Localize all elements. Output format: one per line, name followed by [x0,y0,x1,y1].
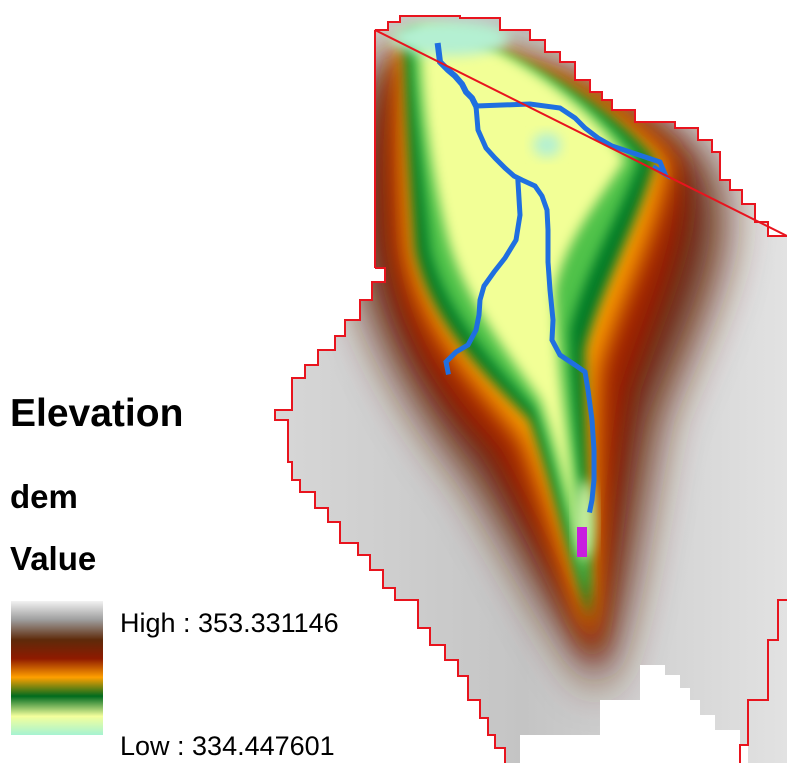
stream-network [434,42,671,513]
stream-central-branch [473,103,597,513]
legend-field-name: Value [10,540,97,577]
legend-high-label: High : 353.331146 [120,608,339,638]
legend-low-label: Low : 334.447601 [120,731,335,761]
watershed-boundary-south [274,267,506,763]
watershed-boundary [374,15,787,237]
pour-point-marker [577,527,587,557]
watershed-boundary-east [739,599,787,763]
legend-layer-name: dem [10,478,78,515]
elevation-raster [275,16,787,763]
legend-color-ramp [11,601,103,735]
stream-northeast-branch [473,101,671,181]
legend-title: Elevation [10,392,184,435]
stream-west-branch [443,179,523,375]
